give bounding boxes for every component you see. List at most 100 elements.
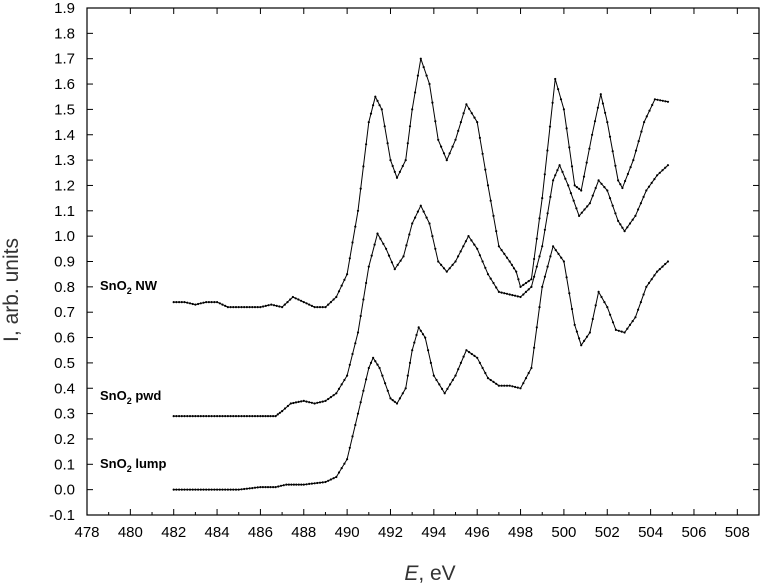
data-point: [240, 415, 243, 418]
data-point: [218, 488, 221, 491]
data-point: [594, 304, 597, 307]
data-point: [356, 412, 360, 415]
data-point: [372, 356, 375, 359]
data-point: [226, 488, 229, 491]
data-point: [259, 306, 262, 309]
data-point: [399, 259, 402, 262]
data-point: [324, 399, 327, 402]
data-point: [393, 400, 396, 403]
data-point: [600, 182, 603, 185]
x-tick-label: 488: [291, 524, 316, 541]
data-point: [302, 301, 305, 304]
data-point: [648, 109, 651, 112]
data-point: [404, 159, 407, 162]
data-point: [281, 410, 284, 413]
data-point: [512, 267, 516, 270]
data-point: [178, 488, 181, 491]
data-point: [216, 488, 219, 491]
data-point: [459, 361, 462, 364]
data-point: [351, 352, 354, 356]
data-point: [591, 133, 594, 136]
data-point: [603, 301, 606, 304]
y-tick-label: 0.0: [54, 482, 75, 499]
data-point: [221, 303, 224, 306]
data-point: [666, 260, 670, 263]
data-point: [419, 57, 422, 60]
data-point: [653, 98, 657, 101]
data-point: [237, 306, 240, 309]
y-tick-label: 0.6: [54, 330, 75, 347]
data-point: [316, 481, 319, 485]
data-point: [340, 467, 343, 470]
data-point: [562, 108, 566, 111]
data-point: [408, 233, 411, 236]
data-point: [642, 293, 645, 296]
data-point: [376, 232, 379, 235]
data-point: [554, 77, 557, 81]
data-point: [202, 301, 205, 304]
data-point: [416, 74, 419, 77]
data-point: [473, 354, 476, 357]
data-point: [199, 415, 202, 418]
series-label: SnO2 NW: [100, 278, 158, 296]
data-point: [593, 120, 597, 123]
data-point: [651, 103, 654, 107]
data-point: [191, 415, 194, 418]
data-point: [535, 326, 538, 329]
data-point: [270, 303, 273, 306]
data-point: [606, 121, 609, 124]
data-point: [305, 483, 308, 486]
data-point: [237, 488, 240, 491]
data-point: [449, 383, 452, 386]
data-point: [468, 107, 471, 110]
data-point: [454, 260, 457, 263]
data-point: [172, 488, 175, 491]
data-point: [414, 216, 417, 219]
x-tick-label: 480: [118, 524, 143, 541]
data-point: [562, 260, 566, 263]
data-point: [197, 302, 200, 306]
y-tick-label: 1.4: [54, 127, 75, 144]
data-point: [289, 298, 292, 301]
y-tick-label: 1.5: [54, 101, 75, 118]
data-point: [332, 394, 335, 397]
data-point: [495, 286, 498, 289]
data-point: [337, 387, 341, 390]
data-point: [318, 481, 322, 484]
data-point: [535, 265, 538, 268]
data-point: [457, 368, 460, 371]
data-point: [274, 486, 277, 489]
data-point: [514, 294, 517, 297]
data-point: [337, 290, 341, 293]
data-point: [429, 361, 432, 364]
data-point: [274, 415, 277, 418]
data-point: [422, 66, 425, 69]
data-point: [256, 486, 259, 489]
data-point: [465, 103, 468, 106]
data-point: [402, 255, 405, 258]
data-point: [473, 116, 476, 119]
data-point: [573, 323, 576, 326]
y-tick-label: 1.1: [54, 203, 75, 220]
data-point: [385, 247, 388, 250]
data-point: [365, 378, 368, 381]
data-point: [276, 413, 279, 416]
data-point: [604, 111, 607, 114]
data-point: [365, 281, 368, 285]
data-point: [253, 415, 257, 418]
data-point: [305, 400, 308, 403]
data-point: [191, 488, 194, 491]
data-point: [216, 301, 219, 304]
data-point: [297, 483, 300, 486]
data-point: [548, 125, 552, 128]
data-point: [267, 304, 270, 307]
data-point: [264, 486, 267, 489]
data-point: [321, 306, 324, 309]
data-point: [172, 415, 175, 418]
data-point: [414, 91, 417, 94]
data-point: [218, 415, 221, 418]
data-point: [582, 175, 586, 178]
data-point: [335, 295, 338, 299]
data-point: [416, 210, 419, 213]
data-point: [645, 115, 648, 118]
